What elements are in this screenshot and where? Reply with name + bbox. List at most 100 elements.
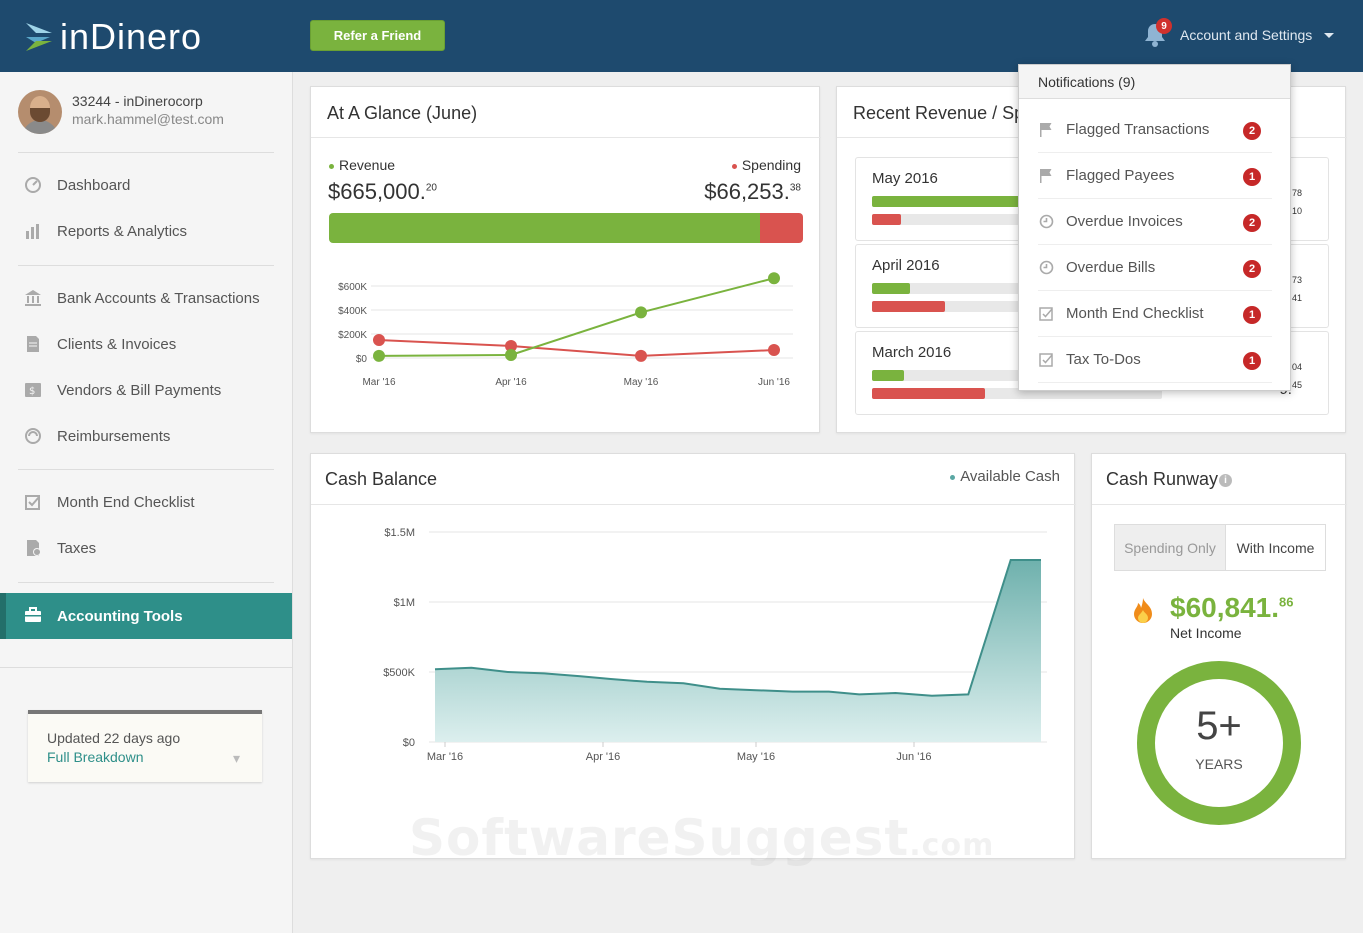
notifications-dropdown: Notifications (9) Flagged Transactions 2 F… bbox=[1018, 64, 1291, 391]
sidebar-item-taxes[interactable]: Taxes bbox=[24, 539, 96, 557]
y-tick-label: $1.5M bbox=[384, 527, 415, 539]
notifications-header: Notifications (9) bbox=[1019, 65, 1290, 99]
user-account-id: 33244 - inDinerocorp bbox=[72, 93, 203, 109]
notification-label: Flagged Payees bbox=[1066, 167, 1175, 184]
account-settings-menu[interactable]: Account and Settings bbox=[1180, 27, 1313, 43]
notification-item[interactable]: Month End Checklist 1 bbox=[1038, 291, 1272, 337]
sidebar-item-label: Vendors & Bill Payments bbox=[57, 381, 222, 399]
spending-bar-segment bbox=[759, 213, 803, 243]
divider bbox=[18, 582, 274, 583]
notification-item[interactable]: Overdue Bills 2 bbox=[1038, 245, 1272, 291]
full-breakdown-link[interactable]: Full Breakdown bbox=[47, 749, 144, 765]
revenue-value-cents: 73 bbox=[1291, 275, 1302, 285]
revenue-label: Revenue bbox=[339, 157, 396, 173]
watermark-suffix: .com bbox=[909, 828, 995, 863]
x-tick-label: May '16 bbox=[624, 377, 659, 388]
notification-count-badge: 2 bbox=[1243, 260, 1261, 278]
sidebar-item-label: Month End Checklist bbox=[57, 493, 195, 511]
dashboard-icon bbox=[24, 176, 42, 194]
spending-track bbox=[872, 214, 1162, 225]
sidebar-item-dashboard[interactable]: Dashboard bbox=[24, 176, 130, 194]
divider bbox=[18, 152, 274, 153]
revenue-amount: $665,000.20 bbox=[328, 179, 437, 205]
sidebar-item-month-end-checklist[interactable]: Month End Checklist bbox=[24, 493, 195, 511]
revenue-bar-segment bbox=[329, 213, 760, 243]
chevron-down-icon[interactable]: ▾ bbox=[233, 750, 241, 766]
flame-icon bbox=[1134, 598, 1152, 623]
x-tick-label: May '16 bbox=[737, 751, 775, 763]
divider bbox=[18, 469, 274, 470]
chevron-down-icon[interactable] bbox=[1324, 33, 1334, 38]
revenue-legend: Revenue bbox=[329, 157, 395, 173]
checklist-icon bbox=[24, 493, 42, 511]
runway-years-value: 5+ bbox=[1196, 704, 1242, 748]
sidebar-item-reimbursements[interactable]: Reimbursements bbox=[24, 427, 170, 445]
spending-label: Spending bbox=[741, 157, 801, 173]
card-title: Cash Balance bbox=[325, 469, 438, 489]
notification-item[interactable]: Tax To-Dos 1 bbox=[1038, 337, 1272, 383]
spending-track bbox=[872, 388, 1162, 399]
net-income-amount: $60,841.86 bbox=[1170, 592, 1293, 624]
card-title: Cash Runway bbox=[1106, 469, 1219, 489]
notification-item[interactable]: Flagged Payees 1 bbox=[1038, 153, 1272, 199]
active-stripe bbox=[0, 593, 6, 639]
sidebar-item-label: Reports & Analytics bbox=[57, 222, 188, 240]
data-point-revenue bbox=[635, 306, 647, 319]
clock-icon bbox=[1038, 214, 1054, 230]
sidebar-item-accounting-tools[interactable]: Accounting Tools bbox=[0, 593, 292, 639]
refer-a-friend-button[interactable]: Refer a Friend bbox=[310, 20, 445, 51]
data-point-spending bbox=[505, 340, 517, 352]
net-income-cents: 86 bbox=[1279, 594, 1294, 610]
updated-text: Updated 22 days ago bbox=[47, 730, 181, 746]
notification-count-badge: 1 bbox=[1243, 306, 1261, 324]
data-point-revenue bbox=[373, 349, 385, 362]
spending-amount: $66,253.38 bbox=[704, 179, 801, 205]
notification-label: Flagged Transactions bbox=[1066, 121, 1210, 138]
briefcase-icon bbox=[24, 607, 42, 625]
spending-only-toggle[interactable]: Spending Only bbox=[1114, 524, 1226, 571]
notification-label: Overdue Invoices bbox=[1066, 213, 1183, 230]
logo-icon bbox=[26, 23, 52, 51]
series-line-spending bbox=[378, 339, 775, 357]
notification-count-badge: 2 bbox=[1243, 122, 1261, 140]
logo[interactable]: inDinero bbox=[26, 16, 202, 58]
spending-value-cents: 45 bbox=[1291, 380, 1302, 390]
series-line-revenue bbox=[378, 277, 775, 357]
y-tick-label: $0 bbox=[356, 354, 368, 365]
notification-item[interactable]: Overdue Invoices 2 bbox=[1038, 199, 1272, 245]
y-tick-label: $600K bbox=[338, 282, 367, 293]
notification-count-badge: 1 bbox=[1243, 352, 1261, 370]
net-income-label: Net Income bbox=[1170, 625, 1242, 641]
x-tick-label: Apr '16 bbox=[495, 377, 527, 388]
bar-chart-icon bbox=[24, 222, 42, 240]
cash-balance-area-chart: $0 $500K $1M $1.5M Mar '16 Apr '16 May '16 Jun … bbox=[383, 527, 1047, 763]
notification-label: Tax To-Dos bbox=[1066, 351, 1141, 368]
sidebar-item-clients-invoices[interactable]: Clients & Invoices bbox=[24, 335, 176, 353]
divider bbox=[311, 137, 821, 138]
user-profile[interactable]: 33244 - inDinerocorp mark.hammel@test.co… bbox=[18, 90, 224, 134]
y-tick-label: $1M bbox=[394, 597, 415, 609]
sidebar-item-vendors-bills[interactable]: $ Vendors & Bill Payments bbox=[24, 381, 221, 399]
sidebar-item-bank-accounts[interactable]: Bank Accounts & Transactions bbox=[24, 289, 260, 307]
info-icon[interactable]: i bbox=[1219, 474, 1232, 487]
sidebar-item-reports[interactable]: Reports & Analytics bbox=[24, 222, 187, 240]
notification-item[interactable]: Flagged Transactions 2 bbox=[1038, 107, 1272, 153]
y-tick-label: $400K bbox=[338, 306, 367, 317]
sidebar-item-label: Accounting Tools bbox=[57, 607, 183, 625]
sidebar: 33244 - inDinerocorp mark.hammel@test.co… bbox=[0, 72, 293, 933]
x-tick-label: Apr '16 bbox=[586, 751, 621, 763]
available-cash-legend: Available Cash bbox=[950, 468, 1060, 485]
revenue-bar bbox=[872, 370, 904, 381]
checkbox-icon bbox=[1038, 352, 1054, 368]
reimburse-icon bbox=[24, 427, 42, 445]
month-label: March 2016 bbox=[872, 344, 952, 361]
spending-amount-cents: 38 bbox=[789, 182, 801, 194]
runway-ring bbox=[1137, 661, 1301, 825]
data-point-revenue bbox=[768, 272, 780, 285]
notification-count-badge: 2 bbox=[1243, 214, 1261, 232]
spending-bar bbox=[872, 214, 901, 225]
with-income-toggle[interactable]: With Income bbox=[1225, 524, 1326, 571]
y-tick-label: $200K bbox=[338, 330, 367, 341]
revenue-bar bbox=[872, 283, 910, 294]
clock-icon bbox=[1038, 260, 1054, 276]
